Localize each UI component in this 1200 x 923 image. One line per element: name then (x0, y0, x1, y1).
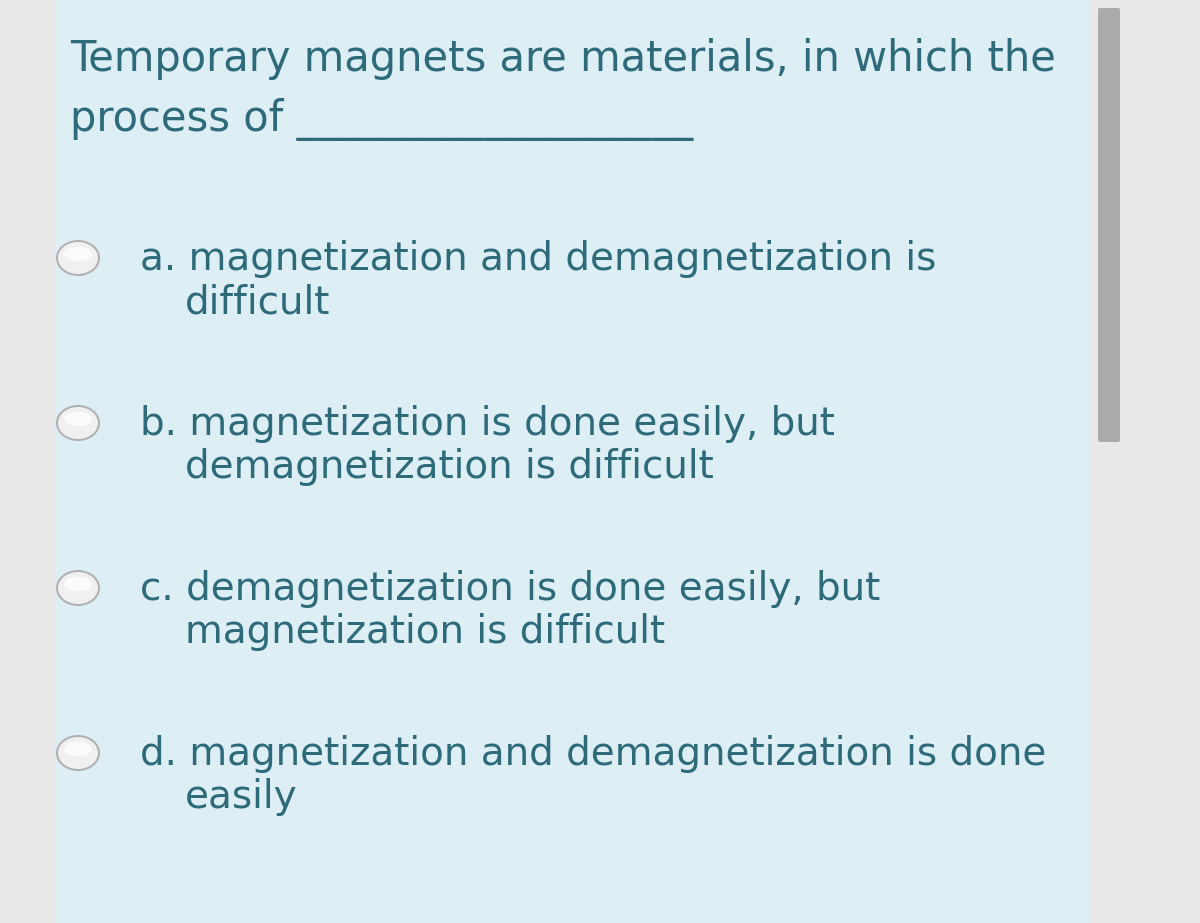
Bar (55, 0, 1090, 923)
Ellipse shape (56, 735, 100, 771)
Bar (0, 0, 55, 923)
Ellipse shape (58, 737, 98, 769)
Text: difficult: difficult (185, 283, 330, 321)
FancyBboxPatch shape (1098, 8, 1120, 442)
Text: b. magnetization is done easily, but: b. magnetization is done easily, but (140, 405, 835, 443)
Ellipse shape (58, 572, 98, 604)
Ellipse shape (58, 242, 98, 274)
Text: c. demagnetization is done easily, but: c. demagnetization is done easily, but (140, 570, 881, 608)
Text: Temporary magnets are materials, in which the: Temporary magnets are materials, in whic… (70, 38, 1056, 80)
Ellipse shape (56, 570, 100, 606)
Ellipse shape (64, 412, 92, 426)
Text: easily: easily (185, 778, 298, 817)
Text: a. magnetization and demagnetization is: a. magnetization and demagnetization is (140, 240, 936, 278)
Text: process of ___________________: process of ___________________ (70, 98, 694, 141)
Text: demagnetization is difficult: demagnetization is difficult (185, 449, 714, 486)
Ellipse shape (56, 240, 100, 276)
Text: d. magnetization and demagnetization is done: d. magnetization and demagnetization is … (140, 735, 1046, 773)
Bar (1090, 0, 1200, 923)
Ellipse shape (56, 405, 100, 441)
Ellipse shape (58, 407, 98, 439)
Ellipse shape (64, 742, 92, 756)
Ellipse shape (64, 246, 92, 261)
Text: magnetization is difficult: magnetization is difficult (185, 614, 665, 652)
Ellipse shape (64, 577, 92, 592)
